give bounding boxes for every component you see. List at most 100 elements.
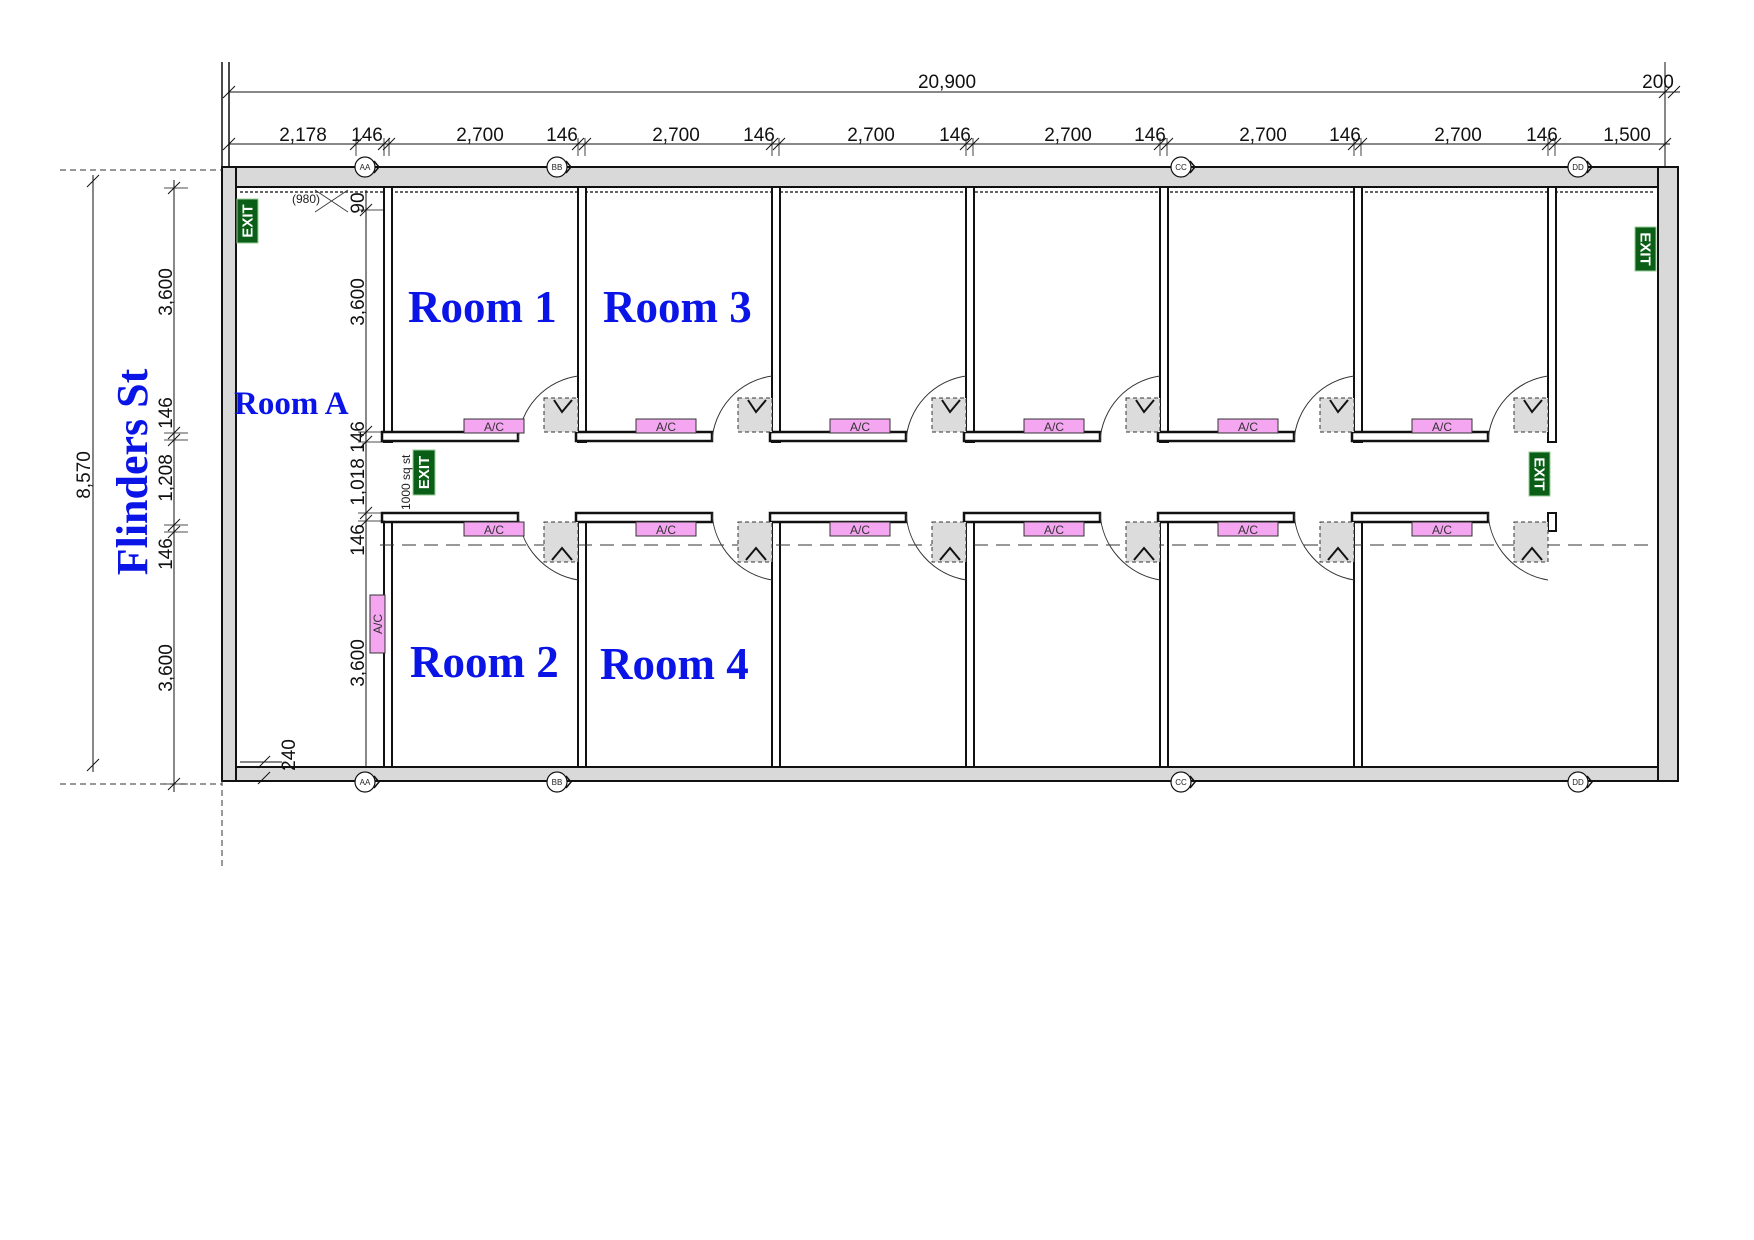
door-arrow-icon <box>551 546 573 561</box>
ac-unit <box>1023 418 1085 434</box>
grid-markers: AA AA BB BB CC CC DD DD <box>354 156 1593 793</box>
room-wall <box>1156 511 1296 524</box>
door-leaf <box>737 397 773 433</box>
top-segment-dimension: 146 <box>1329 125 1361 146</box>
door-leaf <box>737 521 773 563</box>
door-arrow-icon <box>1523 399 1543 414</box>
grid-marker-circle <box>1567 156 1589 178</box>
room-4-label: Room 4 <box>600 639 749 689</box>
top-segment-dimension: 146 <box>546 125 578 146</box>
exit-sign <box>236 198 259 244</box>
door-swing-arc <box>905 375 967 442</box>
room-a-label: Room A <box>234 386 349 422</box>
exit-label: EXIT <box>416 456 433 489</box>
inner-segment-dimension: 146 <box>348 524 369 556</box>
partition-wall <box>1547 186 1557 443</box>
grid-marker-circle <box>354 771 376 793</box>
grid-marker-arrow-icon <box>1586 775 1593 789</box>
ac-label: A/C <box>1044 523 1064 537</box>
partition-wall <box>771 186 781 443</box>
top-segment-dimension: 2,700 <box>847 125 895 146</box>
ac-unit <box>463 418 525 434</box>
door-leaf <box>931 397 967 433</box>
grid-marker-arrow-icon <box>373 775 380 789</box>
partition-wall <box>1159 186 1169 443</box>
room-wall <box>574 511 714 524</box>
door-arrow-icon <box>747 399 767 414</box>
ac-label: A/C <box>850 420 870 434</box>
grid-marker-arrow-icon <box>565 775 572 789</box>
partition-wall <box>965 186 975 443</box>
partition-wall <box>1353 512 1363 768</box>
door-swing-arc <box>1293 512 1355 581</box>
grid-marker-label: DD <box>1572 163 1584 172</box>
ac-unit <box>369 594 386 654</box>
ac-label: A/C <box>1432 523 1452 537</box>
door-swing-arc <box>1099 512 1161 581</box>
left-segment-dimension: 1,208 <box>156 454 177 502</box>
door-leaf <box>543 521 579 563</box>
dimension-tick <box>257 755 271 769</box>
door-swing-arc <box>1099 375 1161 442</box>
grid-marker-arrow-icon <box>565 160 572 174</box>
room-wall <box>962 511 1102 524</box>
top-segment-dimension: 2,700 <box>652 125 700 146</box>
door-reference: (980) <box>292 192 320 206</box>
left-segment-dimension: 3,600 <box>156 268 177 316</box>
partition-wall <box>771 512 781 768</box>
door-leaf <box>1513 397 1549 433</box>
door-arrow-icon <box>1521 546 1543 561</box>
room-1-label: Room 1 <box>408 282 557 332</box>
exit-sign <box>1528 451 1551 497</box>
top-segment-dimension: 146 <box>351 125 383 146</box>
top-segment-dimension: 1,500 <box>1603 125 1651 146</box>
grid-marker-arrow-icon <box>373 160 380 174</box>
west-wall <box>221 166 237 782</box>
ac-unit <box>1217 418 1279 434</box>
area-note: 1000 sq st <box>399 454 413 510</box>
grid-marker-arrow-icon <box>1586 160 1593 174</box>
door-arrow-icon <box>941 399 961 414</box>
left-segment-dimension: 146 <box>156 397 177 429</box>
dimension-tick <box>86 758 100 772</box>
ac-unit <box>1217 521 1279 537</box>
door-ref-mark <box>314 189 349 213</box>
east-wall <box>1657 166 1679 782</box>
ac-label: A/C <box>1238 420 1258 434</box>
door-swing-arc <box>1487 375 1549 442</box>
grid-marker-arrow-icon <box>1189 775 1196 789</box>
ac-label: A/C <box>484 523 504 537</box>
ac-label: A/C <box>1044 420 1064 434</box>
end-offset-dimension: 200 <box>1642 72 1674 93</box>
room-wall <box>768 511 908 524</box>
ac-unit <box>635 418 697 434</box>
room-wall <box>380 511 520 524</box>
overall-width-dimension: 20,900 <box>918 72 976 93</box>
exit-signs: EXIT EXIT EXIT EXIT <box>236 198 1657 497</box>
door-arrow-icon <box>1133 546 1155 561</box>
grid-marker-circle <box>1170 771 1192 793</box>
exit-label: EXIT <box>1531 457 1548 490</box>
grid-marker-label: CC <box>1175 778 1187 787</box>
top-segment-dimension: 2,700 <box>456 125 504 146</box>
dimension-tick <box>1667 85 1681 99</box>
door-leaf <box>931 521 967 563</box>
street-label: Flinders St <box>108 368 157 575</box>
exit-sign <box>412 449 436 496</box>
ac-unit <box>829 418 891 434</box>
exit-label: EXIT <box>1637 232 1654 265</box>
grid-marker-label: BB <box>552 163 563 172</box>
room-2-label: Room 2 <box>410 637 559 687</box>
door-arrow-icon <box>1329 399 1349 414</box>
partition-wall <box>1547 512 1557 532</box>
grid-marker-circle <box>354 156 376 178</box>
walls <box>60 166 1679 870</box>
exit-sign <box>1634 226 1657 272</box>
left-segment-dimension: 3,600 <box>156 644 177 692</box>
top-segment-dimension: 2,700 <box>1044 125 1092 146</box>
exit-label: EXIT <box>240 204 257 237</box>
door-arrow-icon <box>553 399 573 414</box>
ac-label: A/C <box>850 523 870 537</box>
grid-marker-label: AA <box>360 778 371 787</box>
